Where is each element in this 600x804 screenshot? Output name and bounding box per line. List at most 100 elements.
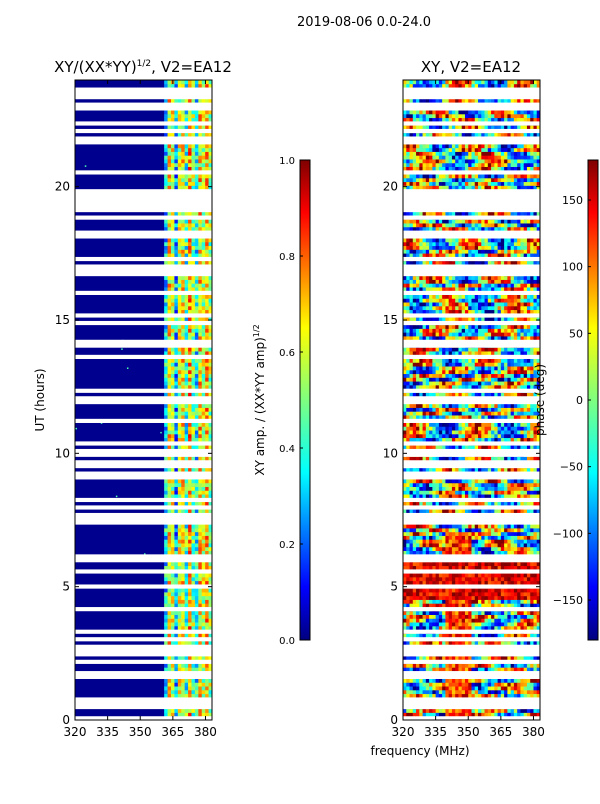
phase-cell bbox=[432, 693, 437, 698]
phase-cell bbox=[481, 614, 485, 619]
amp-cell bbox=[208, 580, 212, 585]
phase-cell bbox=[419, 708, 423, 713]
amp-cell bbox=[177, 486, 182, 491]
phase-cell bbox=[491, 618, 495, 623]
phase-cell bbox=[471, 426, 476, 431]
phase-cell bbox=[403, 576, 407, 582]
amp-cell bbox=[188, 294, 192, 299]
phase-cell bbox=[419, 501, 423, 506]
phase-cell bbox=[494, 456, 498, 461]
phase-cell bbox=[461, 437, 466, 442]
phase-cell bbox=[409, 528, 414, 533]
phase-cell bbox=[474, 656, 479, 661]
phase-cell bbox=[448, 614, 453, 619]
amp-cell bbox=[184, 238, 189, 243]
phase-cell bbox=[464, 686, 469, 691]
phase-cell bbox=[510, 528, 515, 533]
amp-cell bbox=[201, 260, 206, 265]
phase-cell bbox=[478, 561, 482, 567]
amp-cell bbox=[167, 366, 172, 371]
amp-cell bbox=[191, 689, 196, 695]
phase-cell bbox=[481, 467, 485, 472]
amp-cell bbox=[177, 159, 182, 164]
amp-cell bbox=[177, 132, 182, 137]
amp-cell bbox=[167, 317, 172, 322]
amp-cell bbox=[164, 362, 168, 367]
amp-cell bbox=[188, 445, 192, 450]
phase-cell bbox=[513, 682, 518, 687]
amp-cell bbox=[201, 667, 206, 672]
phase-cell bbox=[461, 656, 466, 661]
phase-cell bbox=[481, 430, 485, 435]
phase-cell bbox=[500, 407, 505, 412]
phase-cell bbox=[416, 595, 420, 600]
amp-cell bbox=[208, 539, 212, 544]
amp-cell bbox=[188, 610, 192, 615]
phase-cell bbox=[412, 622, 417, 627]
phase-cell bbox=[517, 595, 521, 600]
amp-cell bbox=[167, 433, 172, 439]
amp-cell bbox=[191, 219, 196, 224]
phase-cell bbox=[442, 603, 446, 608]
amp-cell bbox=[177, 430, 182, 435]
phase-cell bbox=[406, 550, 410, 555]
amp-cell bbox=[191, 177, 196, 183]
phase-cell bbox=[458, 599, 463, 604]
amp-cell bbox=[191, 226, 196, 231]
phase-cell bbox=[504, 456, 508, 461]
amp-cell bbox=[170, 366, 175, 371]
phase-cell bbox=[526, 531, 531, 536]
phase-cell bbox=[435, 640, 440, 646]
phase-cell bbox=[455, 689, 459, 695]
phase-cell bbox=[481, 501, 485, 506]
amp-cell bbox=[198, 667, 203, 672]
amp-cell bbox=[167, 430, 172, 435]
phase-cell bbox=[487, 437, 492, 442]
phase-cell bbox=[442, 592, 446, 597]
amp-cell bbox=[198, 407, 203, 412]
phase-cell bbox=[491, 479, 495, 484]
phase-cell bbox=[425, 539, 430, 544]
phase-cell bbox=[422, 625, 427, 631]
phase-cell bbox=[412, 437, 417, 442]
amp-cell bbox=[184, 663, 189, 668]
phase-cell bbox=[438, 689, 443, 695]
phase-cell bbox=[455, 486, 459, 491]
phase-cell bbox=[474, 640, 479, 646]
amp-cell bbox=[174, 144, 179, 149]
phase-cell bbox=[471, 561, 476, 567]
phase-cell bbox=[455, 433, 459, 439]
phase-cell bbox=[484, 509, 489, 514]
amp-cell bbox=[208, 486, 212, 491]
phase-cell bbox=[435, 686, 440, 691]
amp-cell bbox=[208, 279, 212, 284]
amp-speckle bbox=[84, 165, 87, 167]
phase-cell bbox=[533, 610, 538, 615]
phase-cell bbox=[513, 486, 518, 491]
amp-cell bbox=[170, 166, 175, 171]
amp-cell bbox=[205, 351, 209, 356]
phase-cell bbox=[406, 565, 410, 570]
phase-cell bbox=[530, 407, 534, 412]
phase-cell bbox=[438, 486, 443, 491]
phase-cell bbox=[438, 546, 443, 551]
phase-cell bbox=[442, 678, 446, 683]
phase-cell bbox=[445, 426, 450, 431]
phase-cell bbox=[406, 415, 410, 420]
phase-cell bbox=[484, 490, 489, 495]
phase-cell bbox=[517, 633, 521, 638]
phase-cell bbox=[438, 433, 443, 439]
phase-cell bbox=[513, 550, 518, 555]
amp-cell bbox=[174, 614, 179, 619]
amp-cell bbox=[188, 524, 192, 529]
amp-cell bbox=[164, 614, 168, 619]
amp-cell bbox=[198, 151, 203, 156]
phase-cell bbox=[513, 535, 518, 540]
phase-cell bbox=[491, 561, 495, 567]
phase-cell bbox=[533, 501, 538, 506]
amp-flagged-row bbox=[75, 418, 212, 423]
phase-cell bbox=[455, 610, 459, 615]
amp-cell bbox=[191, 125, 196, 130]
phase-cell bbox=[484, 415, 489, 420]
amp-cell bbox=[201, 561, 206, 567]
